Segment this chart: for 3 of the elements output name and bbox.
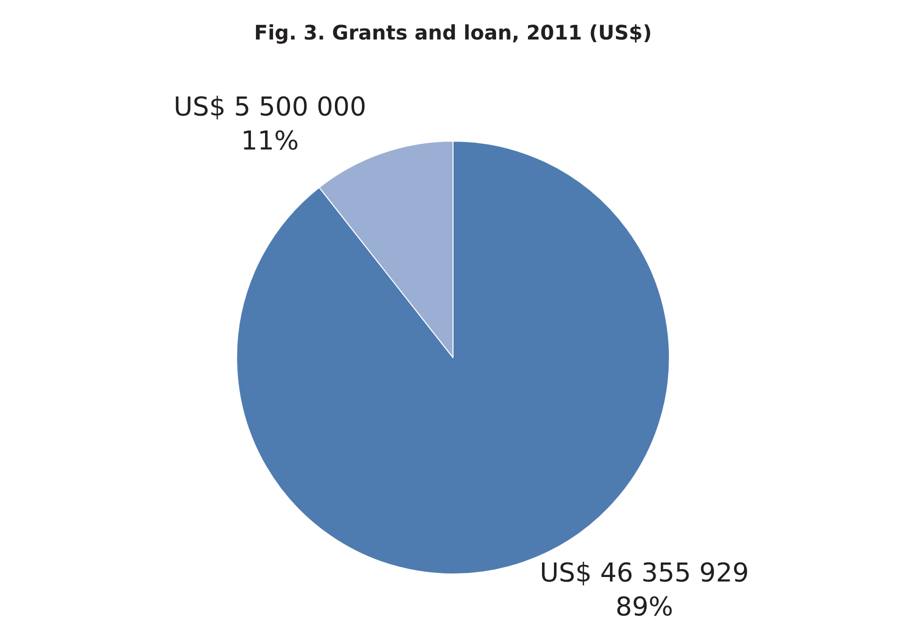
data-label: US$ 5 500 000 11% bbox=[174, 92, 366, 156]
data-label: US$ 46 355 929 89% bbox=[540, 558, 749, 622]
chart-title: Fig. 3. Grants and loan, 2011 (US$) bbox=[254, 20, 652, 45]
